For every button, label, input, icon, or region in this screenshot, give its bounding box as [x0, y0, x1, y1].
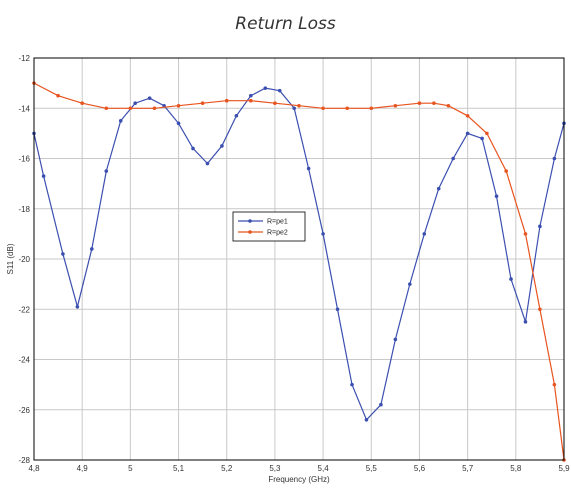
data-point — [152, 106, 157, 111]
series-2 — [32, 81, 566, 462]
y-tick-label: -18 — [18, 205, 30, 214]
data-point — [56, 93, 60, 98]
data-point — [176, 121, 181, 126]
legend-label: R=pe2 — [267, 230, 288, 237]
data-point — [277, 88, 282, 93]
data-point — [321, 232, 325, 236]
x-tick-label: 4,9 — [77, 464, 89, 473]
data-point — [345, 106, 349, 111]
data-point — [417, 101, 422, 106]
data-point — [104, 169, 109, 173]
data-point — [485, 131, 489, 136]
data-point — [292, 106, 296, 111]
data-point — [465, 131, 470, 136]
data-point — [249, 93, 253, 98]
data-point — [306, 166, 311, 171]
data-point — [364, 418, 369, 422]
y-tick-label: -12 — [18, 54, 30, 63]
x-tick-label: 5,1 — [173, 464, 185, 473]
data-point — [552, 382, 557, 387]
data-point — [75, 304, 80, 309]
x-tick-label: 5,6 — [414, 464, 426, 473]
data-point — [205, 161, 210, 166]
data-point — [451, 156, 455, 161]
y-axis-label: S11 (dB) — [6, 243, 15, 274]
data-point — [538, 224, 542, 229]
data-point — [436, 186, 441, 191]
data-point — [80, 101, 84, 106]
y-tick-label: -20 — [18, 255, 30, 264]
data-point — [408, 282, 412, 286]
data-point — [446, 103, 451, 108]
x-tick-label: 5,2 — [221, 464, 233, 473]
data-point — [234, 113, 239, 118]
x-tick-label: 5 — [128, 464, 133, 473]
plot-frame — [33, 57, 565, 461]
legend-marker — [248, 219, 252, 223]
legend-label: R=pe1 — [267, 219, 288, 226]
y-tick-label: -28 — [18, 456, 30, 465]
x-tick-label: 4,8 — [28, 464, 40, 473]
y-tick-label: -22 — [18, 305, 30, 314]
data-point — [369, 106, 374, 111]
data-point — [90, 247, 94, 251]
chart-caption: Return Loss — [235, 14, 336, 34]
x-tick-label: 5,3 — [269, 464, 281, 473]
data-point — [432, 101, 436, 106]
x-tick-label: 5,5 — [366, 464, 378, 473]
x-tick-label: 5,9 — [558, 464, 570, 473]
legend-box — [232, 211, 306, 242]
data-point — [422, 232, 427, 236]
x-tick-label: 5,8 — [510, 464, 522, 473]
data-point — [200, 101, 205, 106]
y-tick-label: -24 — [18, 356, 30, 365]
series-line — [33, 82, 565, 461]
data-point — [191, 146, 195, 151]
data-point — [176, 103, 181, 108]
data-point — [393, 103, 398, 108]
x-tick-label: 5,4 — [318, 464, 330, 473]
data-point — [61, 252, 65, 256]
data-point — [263, 86, 268, 90]
x-tick-labels: 4,8 4,9 5 5,1 5,2 5,3 5,4 5,5 5,6 5,7 5,8 5,9 — [28, 464, 570, 473]
data-point — [350, 382, 354, 387]
data-point — [104, 106, 109, 111]
data-point — [118, 119, 123, 123]
data-point — [523, 232, 528, 236]
y-tick-label: -16 — [18, 155, 30, 164]
data-point — [335, 307, 340, 312]
data-point — [220, 144, 224, 148]
data-point — [273, 101, 277, 106]
data-point — [321, 106, 325, 111]
data-point — [297, 103, 301, 108]
legend: R=pe1 R=pe2 — [232, 211, 306, 242]
y-tick-labels: -28 -26 -24 -22 -20 -18 -16 -14 -12 — [18, 54, 30, 465]
data-point — [133, 101, 137, 106]
data-point — [128, 106, 133, 111]
data-point — [465, 113, 470, 118]
data-point — [393, 337, 398, 342]
data-point — [480, 136, 484, 141]
legend-marker — [248, 230, 252, 234]
chart-grid — [34, 58, 564, 460]
data-point — [552, 156, 557, 161]
data-point — [504, 169, 508, 173]
series-line — [33, 87, 565, 421]
data-point — [494, 194, 499, 198]
data-point — [538, 307, 542, 312]
data-point — [523, 320, 528, 324]
data-point — [249, 98, 253, 103]
data-point — [41, 174, 46, 178]
data-point — [509, 277, 513, 281]
y-tick-label: -14 — [18, 104, 30, 113]
y-tick-label: -26 — [18, 406, 30, 415]
x-tick-label: 5,7 — [462, 464, 474, 473]
data-point — [147, 96, 152, 100]
data-point — [379, 402, 383, 407]
x-axis-label: Frequency (GHz) — [268, 475, 330, 484]
data-point — [224, 98, 229, 103]
